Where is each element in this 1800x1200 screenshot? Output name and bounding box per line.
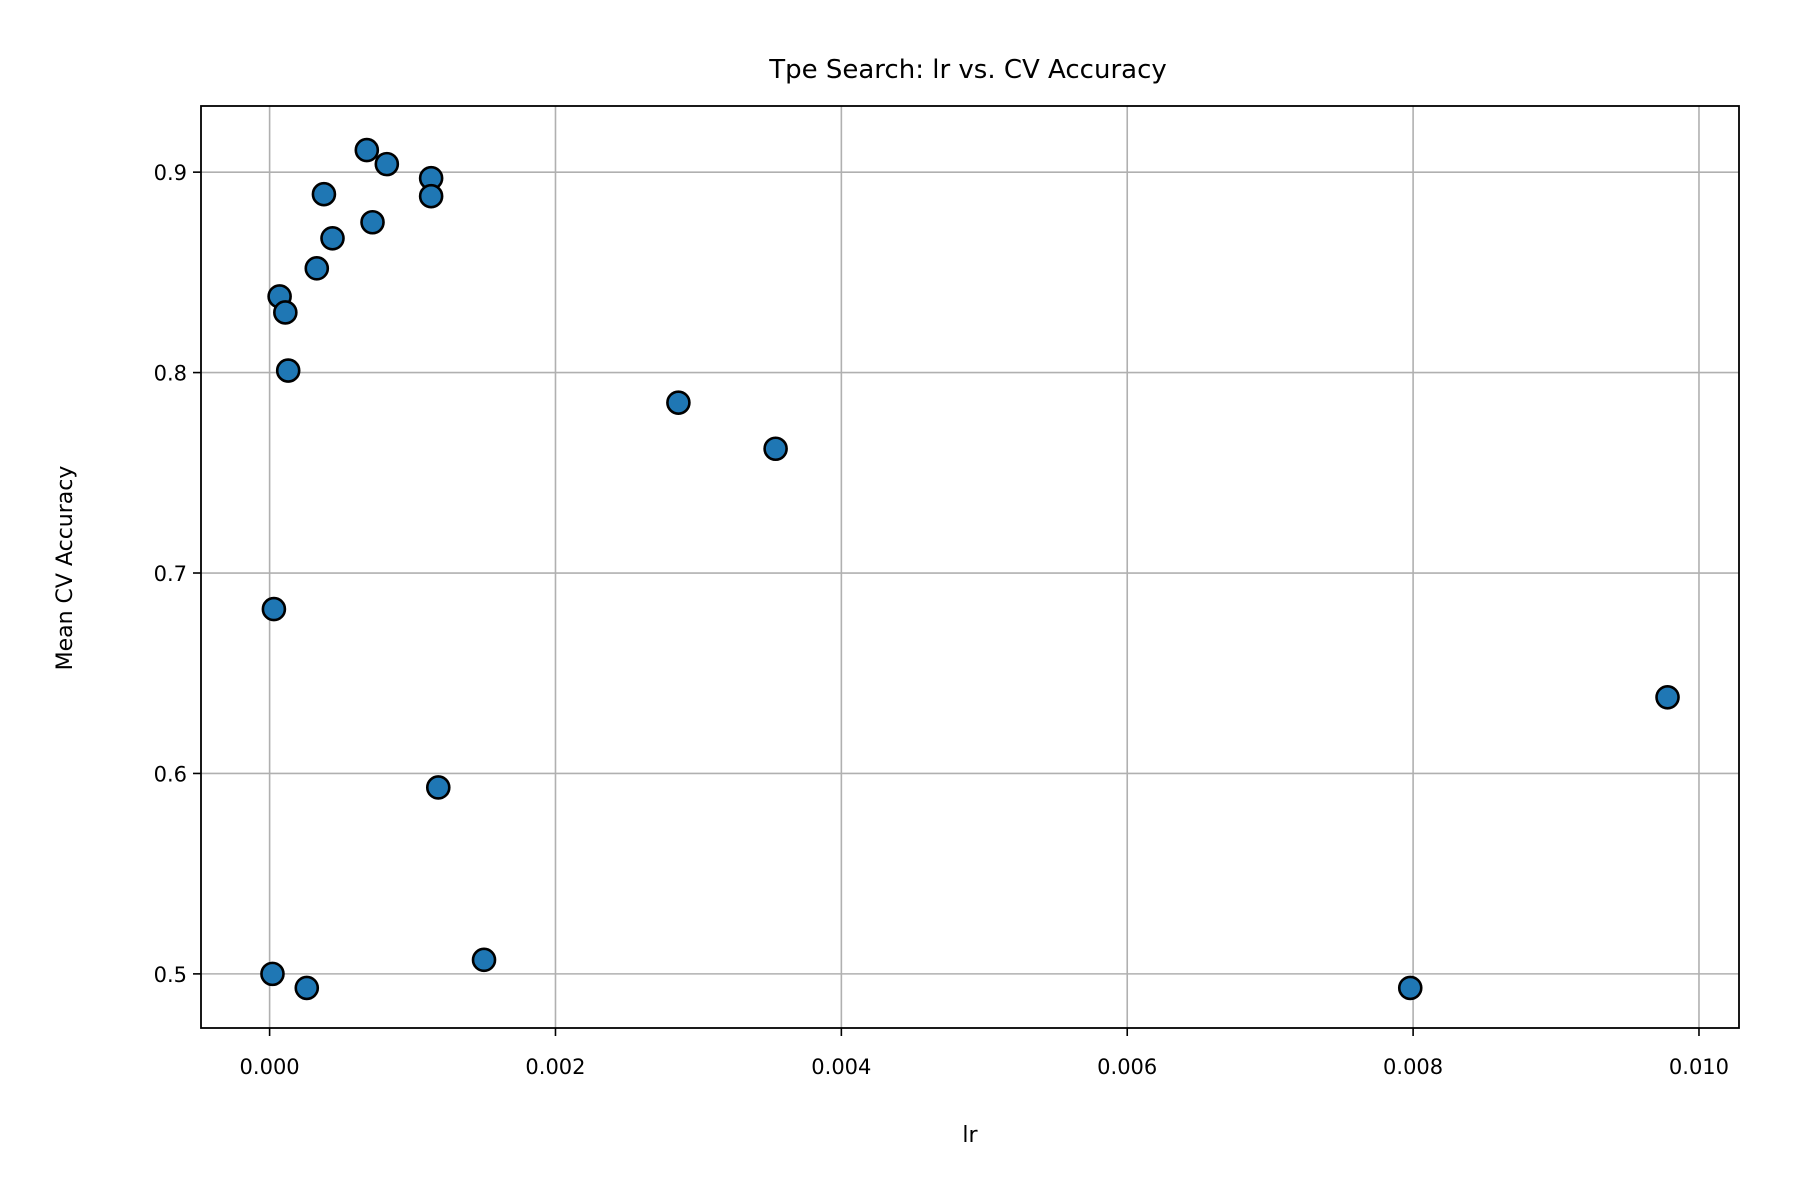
chart-title: Tpe Search: lr vs. CV Accuracy (768, 55, 1167, 85)
y-tick-label: 0.6 (154, 762, 187, 786)
data-point (261, 596, 287, 622)
data-point (1397, 975, 1423, 1001)
x-tick-label: 0.002 (525, 1055, 585, 1079)
x-tick-label: 0.008 (1383, 1055, 1443, 1079)
data-point (320, 225, 345, 251)
data-point (763, 436, 788, 462)
data-point (1655, 684, 1680, 710)
x-tick-label: 0.010 (1669, 1055, 1729, 1079)
y-tick-label: 0.5 (154, 963, 187, 987)
data-points (260, 137, 1680, 1001)
axis-ticks: 0.000 0.002 0.004 0.006 0.008 0.010 0.5 0.6 0.7 0… (154, 161, 1729, 1079)
x-axis-label: lr (962, 1123, 978, 1148)
data-point (311, 181, 337, 207)
data-point (273, 300, 298, 325)
y-axis-label: Mean CV Accuracy (53, 466, 78, 671)
x-tick-label: 0.006 (1097, 1055, 1157, 1079)
plot-area-frame (200, 105, 1740, 1029)
data-point (471, 947, 497, 973)
data-point (374, 151, 400, 177)
x-tick-label: 0.000 (240, 1055, 300, 1079)
y-tick-label: 0.7 (154, 562, 187, 586)
data-point (294, 975, 320, 1001)
grid-lines (201, 106, 1739, 1028)
x-tick-label: 0.004 (811, 1055, 871, 1079)
data-point (275, 358, 301, 383)
data-point (360, 209, 385, 235)
data-point (354, 137, 380, 163)
y-tick-label: 0.9 (154, 161, 187, 185)
data-point (425, 775, 451, 800)
data-point (418, 183, 444, 209)
data-point (260, 961, 285, 987)
data-point (304, 256, 330, 281)
data-point (666, 390, 691, 415)
y-tick-label: 0.8 (154, 362, 187, 386)
